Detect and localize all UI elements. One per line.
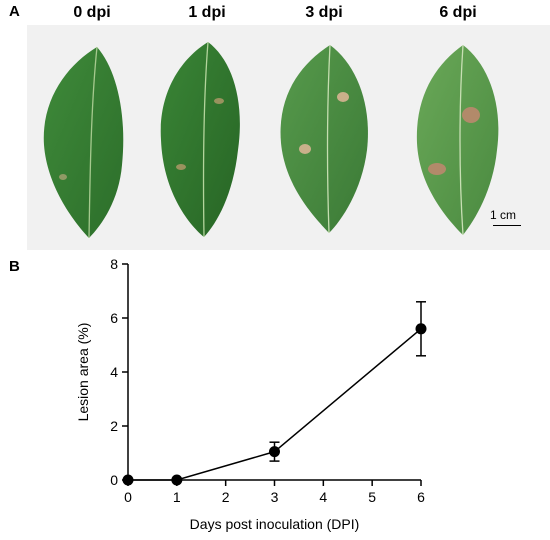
x-tick-label: 3 [271,489,279,505]
leaf-1dpi [160,41,240,238]
leaf-photo [43,41,499,239]
x-tick-label: 5 [368,489,376,505]
y-tick-label: 2 [110,418,118,434]
scale-bar [493,225,521,226]
leaf-label-3dpi: 3 dpi [305,4,343,21]
x-axis-label: Days post inoculation (DPI) [190,516,360,532]
series-line [128,328,422,481]
x-tick-label: 6 [417,489,425,505]
leaf-3dpi [280,44,368,234]
panel-b-letter: B [9,258,20,275]
x-tick-label: 1 [173,489,181,505]
y-tick-label: 8 [110,256,118,272]
y-axis-label: Lesion area (%) [75,323,91,422]
data-point [122,474,134,486]
x-tick-label: 2 [222,489,230,505]
y-tick-label: 0 [110,472,118,488]
x-tick-label: 0 [124,489,132,505]
data-point [269,446,280,458]
scale-bar-label: 1 cm [490,208,517,222]
data-point [171,474,183,486]
leaf-label-0dpi: 0 dpi [73,4,111,21]
data-point [415,323,427,335]
leaf-photo-panel [27,25,550,250]
y-tick-label: 6 [110,310,118,326]
y-tick-label: 4 [110,364,118,380]
leaf-0dpi [43,46,124,239]
leaf-6dpi [416,44,499,236]
leaf-label-1dpi: 1 dpi [188,4,226,21]
leaf-label-6dpi: 6 dpi [439,4,477,21]
panel-a-letter: A [9,3,20,20]
x-tick-label: 4 [319,489,327,505]
